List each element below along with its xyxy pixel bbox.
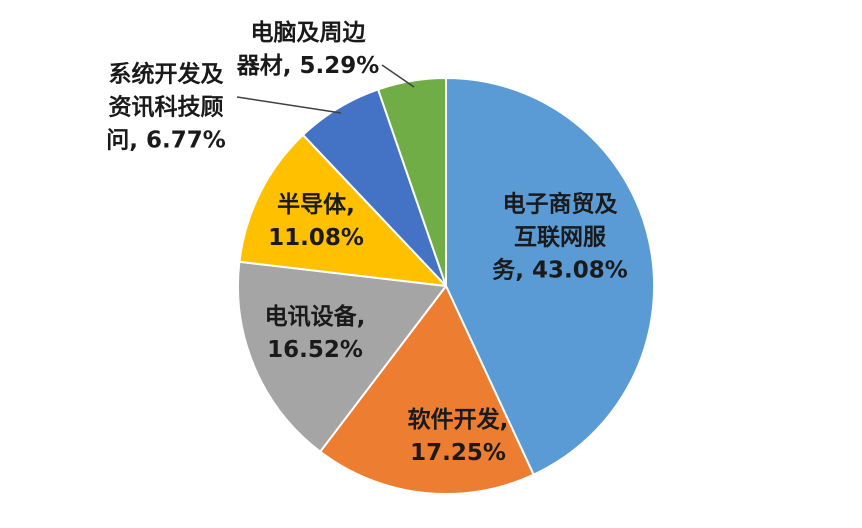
slice-label-4: 半导体, 11.08% bbox=[268, 192, 364, 251]
slice-label-1: 电子商贸及互联网服务, 43.08% bbox=[492, 191, 628, 284]
slice-label-2: 软件开发, 17.25% bbox=[408, 406, 509, 466]
slice-label-6: 电脑及周边器材, 5.29% bbox=[236, 19, 380, 79]
pie-slice-3 bbox=[236, 260, 447, 453]
pie-slice-6 bbox=[377, 77, 447, 287]
leader-line-5 bbox=[236, 96, 342, 114]
leader-line-6 bbox=[381, 64, 415, 88]
pie-slice-2 bbox=[319, 285, 535, 496]
pie-slice-1 bbox=[445, 77, 656, 476]
slice-label-3: 电讯设备, 16.52% bbox=[265, 303, 366, 363]
pie-slice-4 bbox=[238, 133, 447, 287]
slice-label-5: 系统开发及资讯科技顾问, 6.77% bbox=[106, 61, 226, 154]
